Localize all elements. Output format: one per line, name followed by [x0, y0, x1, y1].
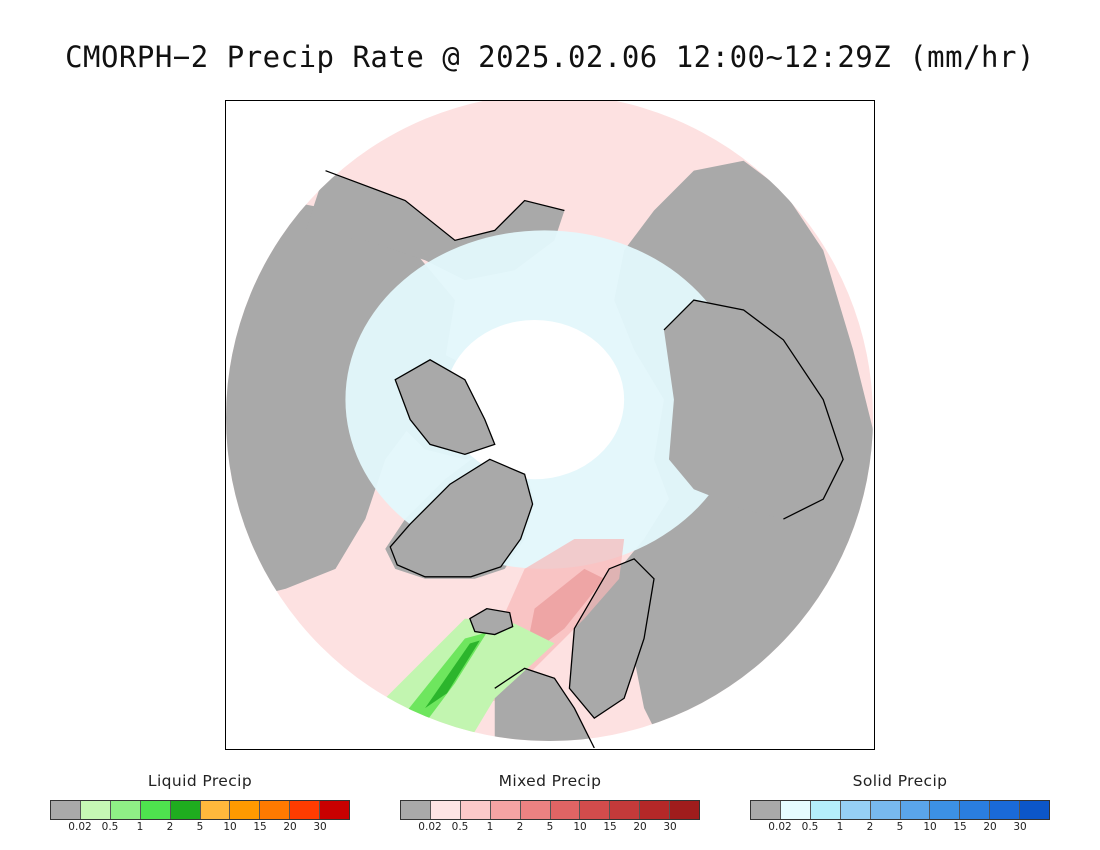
legend-swatch-solid [870, 801, 901, 819]
legend-tick-solid: 30 [1013, 821, 1027, 833]
legend-swatch-mixed [430, 801, 461, 819]
legend-ticks-solid: 0.02 0.5 1 2 5 10 15 20 30 [750, 821, 1050, 835]
legend-tick-solid: 20 [983, 821, 997, 833]
legend-tick-liquid: 20 [283, 821, 297, 833]
iceland [469, 608, 513, 635]
legend-colorbar-solid [750, 800, 1050, 820]
greenland-overlay [390, 459, 533, 577]
legend-swatch-solid [960, 801, 991, 819]
legend-tick-mixed: 10 [573, 821, 587, 833]
legend-colorbar-mixed [400, 800, 700, 820]
legend-swatch-liquid [200, 801, 231, 819]
legend-colorbar-liquid [50, 800, 350, 820]
scandinavia-region [569, 558, 655, 719]
legend-tick-liquid: 5 [196, 821, 204, 833]
legend-ticks-liquid: 0.02 0.5 1 2 5 10 15 20 30 [50, 821, 350, 835]
legend-tick-solid: 15 [953, 821, 967, 833]
coastline-archipelago [394, 359, 496, 456]
legend-tick-solid: 10 [923, 821, 937, 833]
legend-swatch-liquid [290, 801, 321, 819]
liquid-precip-heavy [425, 640, 480, 709]
legend-tick-solid: 0.5 [801, 821, 819, 833]
legend-tick-mixed: 20 [633, 821, 647, 833]
legend-title-mixed: Mixed Precip [498, 772, 602, 790]
legend-swatch-liquid [140, 801, 171, 819]
legend-tick-liquid: 2 [166, 821, 174, 833]
legend-swatch-solid [840, 801, 871, 819]
legend-tick-liquid: 0.02 [68, 821, 92, 833]
legend-tick-liquid: 15 [253, 821, 267, 833]
legend-swatch-mixed [490, 801, 521, 819]
coastline-europe [494, 667, 595, 748]
legend-swatch-mixed [640, 801, 671, 819]
siberia-overlay [663, 300, 844, 520]
europe-landmass [494, 668, 595, 742]
map-title: CMORPH−2 Precip Rate @ 2025.02.06 12:00~… [65, 40, 1035, 74]
legend-swatch-liquid [110, 801, 141, 819]
atlantic-mixed-streak [524, 568, 605, 659]
legend-tick-liquid: 30 [313, 821, 327, 833]
coastline-iceland [469, 607, 514, 636]
legend-solid: Solid Precip 0.02 0.5 1 2 5 10 15 20 30 [750, 770, 1050, 835]
legend-tick-mixed: 15 [603, 821, 617, 833]
legend-swatch-mixed [580, 801, 611, 819]
legend-tick-liquid: 1 [136, 821, 144, 833]
legend-swatch-liquid [80, 801, 111, 819]
legend-swatch-solid [751, 801, 781, 819]
legend-swatch-solid [930, 801, 961, 819]
map-disk [226, 101, 873, 742]
legend-title-liquid: Liquid Precip [147, 772, 253, 790]
legend-tick-mixed: 0.5 [451, 821, 469, 833]
legend-tick-liquid: 10 [223, 821, 237, 833]
legend-tick-mixed: 1 [486, 821, 494, 833]
legend-swatch-solid [900, 801, 931, 819]
coastline-alaska [325, 170, 565, 242]
legend-swatch-solid [990, 801, 1021, 819]
legend-tick-mixed: 5 [546, 821, 554, 833]
coastline-scandinavia [568, 558, 655, 719]
legend-swatch-liquid [230, 801, 261, 819]
legend-tick-mixed: 30 [663, 821, 677, 833]
legend-swatch-mixed [670, 801, 700, 819]
legend-mixed: Mixed Precip 0.02 0.5 1 2 5 10 15 20 30 [400, 770, 700, 835]
legend-swatch-mixed [401, 801, 431, 819]
legend-tick-liquid: 0.5 [101, 821, 119, 833]
legend-tick-mixed: 2 [516, 821, 524, 833]
legend-swatch-mixed [610, 801, 641, 819]
legend-liquid: Liquid Precip 0.02 0.5 1 2 5 10 15 20 30 [50, 770, 350, 835]
legend-swatch-mixed [460, 801, 491, 819]
legend-swatch-solid [810, 801, 841, 819]
legend-swatch-liquid [260, 801, 291, 819]
legend-swatch-liquid [51, 801, 81, 819]
legend-swatch-liquid [320, 801, 350, 819]
legend-swatch-mixed [550, 801, 581, 819]
legend-swatch-mixed [520, 801, 551, 819]
legend-tick-mixed: 0.02 [418, 821, 442, 833]
legend-tick-solid: 1 [836, 821, 844, 833]
canadian-archipelago-overlay [395, 359, 495, 455]
legend-ticks-mixed: 0.02 0.5 1 2 5 10 15 20 30 [400, 821, 700, 835]
legend-tick-solid: 2 [866, 821, 874, 833]
legend-title-solid: Solid Precip [852, 772, 948, 790]
legend-swatch-liquid [170, 801, 201, 819]
legend-swatch-solid [1020, 801, 1050, 819]
legend-tick-solid: 5 [896, 821, 904, 833]
legend-tick-solid: 0.02 [768, 821, 792, 833]
polar-precip-map [225, 100, 875, 750]
coastlines [325, 170, 844, 748]
coastline-greenland [389, 458, 534, 578]
coastline-siberia [663, 299, 844, 520]
legend-swatch-solid [780, 801, 811, 819]
